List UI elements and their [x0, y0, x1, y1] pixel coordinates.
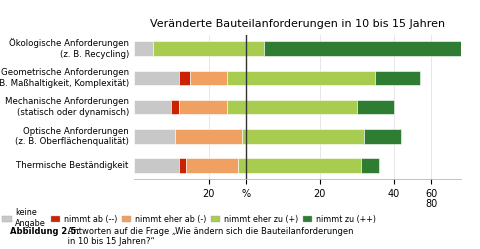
- Bar: [238, 158, 360, 173]
- Bar: [134, 129, 175, 143]
- Title: Veränderte Bauteilanforderungen in 10 bis 15 Jahren: Veränderte Bauteilanforderungen in 10 bi…: [150, 18, 445, 29]
- Bar: [264, 41, 468, 56]
- Bar: [190, 71, 227, 85]
- Bar: [179, 100, 227, 114]
- Bar: [227, 71, 375, 85]
- Bar: [134, 158, 179, 173]
- Bar: [153, 41, 264, 56]
- Bar: [134, 41, 153, 56]
- Bar: [134, 71, 179, 85]
- Text: 80: 80: [425, 199, 437, 209]
- Bar: [364, 129, 401, 143]
- Bar: [357, 100, 394, 114]
- Legend: keine
Angabe, nimmt ab (--), nimmt eher ab (-), nimmt eher zu (+), nimmt zu (++): keine Angabe, nimmt ab (--), nimmt eher …: [0, 205, 379, 231]
- Bar: [360, 158, 379, 173]
- Text: Antworten auf die Frage „Wie ändern sich die Bauteilanforderungen
 in 10 bis 15 : Antworten auf die Frage „Wie ändern sich…: [65, 227, 353, 246]
- Text: Abbildung 2.5:: Abbildung 2.5:: [10, 227, 79, 236]
- Bar: [134, 100, 171, 114]
- Bar: [179, 158, 186, 173]
- Bar: [186, 158, 238, 173]
- Bar: [227, 100, 357, 114]
- Bar: [375, 71, 420, 85]
- Bar: [242, 129, 364, 143]
- Bar: [179, 71, 190, 85]
- Bar: [175, 129, 242, 143]
- Bar: [171, 100, 179, 114]
